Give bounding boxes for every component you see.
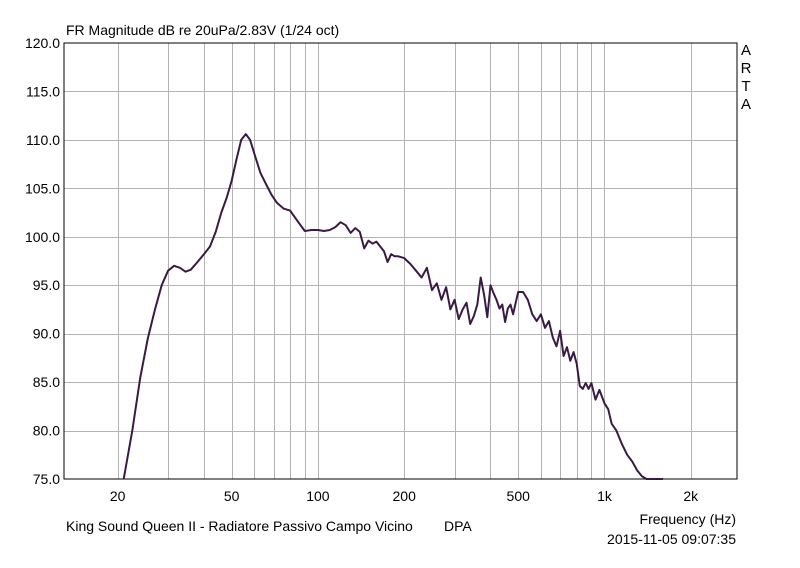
y-tick-label: 85.0	[33, 374, 60, 390]
y-tick-label: 100.0	[25, 229, 60, 245]
y-tick-label: 105.0	[25, 180, 60, 196]
y-tick-label: 80.0	[33, 423, 60, 439]
grid	[64, 43, 737, 479]
x-tick-label: 100	[306, 488, 330, 504]
x-tick-label: 2k	[683, 488, 699, 504]
x-axis-ticks: 20 50 100 200 500 1k 2k	[110, 488, 699, 504]
brand-letter: R	[740, 60, 752, 77]
chart-title: FR Magnitude dB re 20uPa/2.83V (1/24 oct…	[66, 22, 340, 38]
x-tick-label: 500	[507, 488, 531, 504]
measurement-description: King Sound Queen II - Radiatore Passivo …	[66, 518, 413, 534]
brand-letter: A	[740, 42, 751, 59]
x-tick-label: 50	[224, 488, 240, 504]
brand-letter: T	[741, 78, 751, 95]
x-tick-label: 20	[110, 488, 126, 504]
series-line-fr-magnitude	[122, 133, 663, 480]
y-tick-label: 90.0	[33, 326, 60, 342]
x-axis-label: Frequency (Hz)	[639, 511, 736, 527]
y-tick-label: 115.0	[26, 83, 60, 99]
arta-brand-label: A R T A	[740, 42, 752, 114]
y-tick-label: 120.0	[25, 35, 60, 51]
y-tick-label: 110.0	[26, 132, 60, 148]
y-tick-label: 75.0	[33, 471, 60, 487]
x-tick-label: 200	[393, 488, 417, 504]
plot-frame	[63, 42, 738, 480]
measurement-timestamp: 2015-11-05 09:07:35	[607, 531, 736, 547]
microphone-label: DPA	[444, 518, 472, 534]
x-tick-label: 1k	[597, 488, 613, 504]
y-tick-label: 95.0	[33, 277, 60, 293]
y-axis-ticks: 120.0 115.0 110.0 105.0 100.0 95.0 90.0 85.0 80.…	[25, 35, 60, 487]
brand-letter: A	[740, 96, 751, 113]
